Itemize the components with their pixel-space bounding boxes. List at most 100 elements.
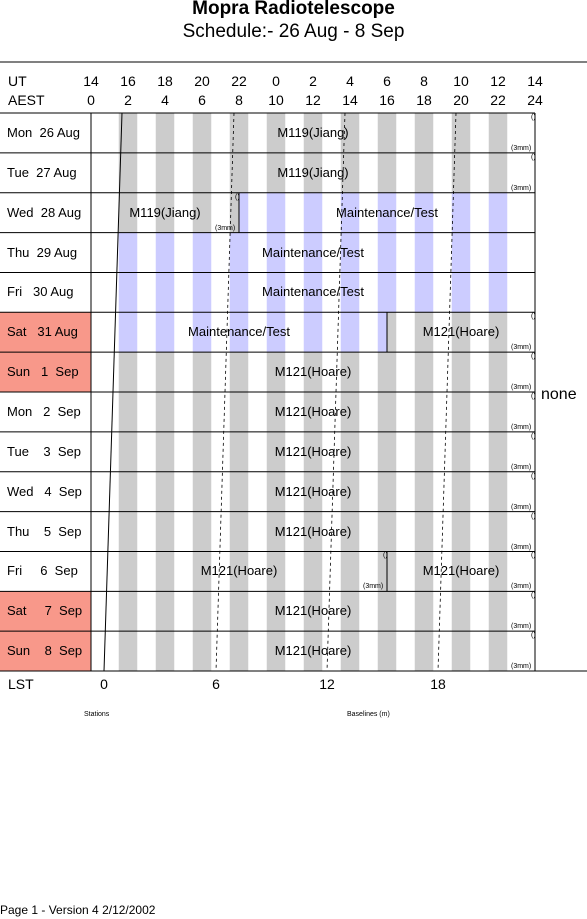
maintenance-band [266,312,286,353]
night-band [192,551,212,592]
night-band [303,152,323,193]
aest-tick: 18 [416,92,432,108]
ut-tick: 8 [420,73,428,89]
night-band [266,631,286,672]
freq-band-label: (3mm) [511,623,532,631]
freq-band-label: (3mm) [511,583,532,591]
program-label: M119(Jiang) [277,125,349,140]
weekend-day-cell [0,312,91,353]
freq-band-label: (3mm) [511,663,532,671]
maintenance-band [377,232,397,273]
maintenance-band [192,232,212,273]
night-band [414,113,434,153]
program-label: M121(Hoare) [274,523,352,539]
night-band [340,511,360,552]
ut-tick: 2 [309,73,317,89]
program-label: M121(Hoare) [274,443,352,459]
program-label: M121(Hoare) [422,563,500,579]
night-band [118,352,138,393]
maintenance-band [488,232,508,273]
night-band [414,352,434,393]
night-band [451,113,471,153]
night-band [340,352,360,393]
program-label: M119(Jiang) [129,204,201,220]
night-band [488,113,508,153]
night-band [229,471,249,512]
night-band [266,152,286,193]
night-band [192,152,212,193]
program-label: Maintenance/Test [262,284,364,300]
maintenance-band [451,232,471,273]
night-band [377,431,397,472]
night-band [488,392,508,432]
freq-marker: () [531,632,536,640]
maintenance-band [192,272,212,313]
day-label: Tue 27 Aug [7,164,77,180]
maintenance-band [239,192,249,233]
night-band [118,471,138,512]
program-label: M121(Hoare) [274,364,352,380]
weekend-day-cell [0,352,91,393]
night-band [118,551,138,592]
night-band [155,511,175,552]
night-band [229,631,249,672]
night-band [340,551,360,592]
night-band [303,392,323,432]
freq-marker: () [531,353,536,361]
weekend-day-cell [0,591,91,632]
maintenance-band [192,312,212,353]
day-label: Wed 4 Sep [7,483,82,499]
night-band [229,192,239,233]
night-band [118,392,138,432]
lst-tick: 0 [100,676,108,692]
night-band [266,591,286,632]
night-band [229,392,249,432]
aest-tick: 6 [198,92,206,108]
night-band [155,352,175,393]
night-band [192,431,212,472]
maintenance-band [303,272,323,313]
aest-tick: 2 [124,92,132,108]
night-band [414,591,434,632]
ut-axis-label: UT [8,73,27,89]
night-band [229,113,249,153]
maintenance-band [229,272,249,313]
night-band [303,511,323,552]
maintenance-band [118,272,138,313]
night-band [266,352,286,393]
ut-tick: 4 [346,73,354,89]
night-band [155,192,175,233]
night-band [155,152,175,193]
maintenance-band [266,232,286,273]
page-footer: Page 1 - Version 4 2/12/2002 [0,903,156,917]
freq-band-label: (3mm) [511,184,532,192]
freq-marker: () [531,552,536,560]
program-label: M121(Hoare) [274,603,352,619]
night-band [155,551,175,592]
night-band [192,511,212,552]
night-band [451,631,471,672]
night-band [488,511,508,552]
night-band [229,152,249,193]
night-band [118,631,138,672]
program-label: M119(Jiang) [277,164,349,180]
night-band [488,152,508,193]
night-band [155,471,175,512]
maintenance-band [266,272,286,313]
program-label: M121(Hoare) [274,483,352,499]
night-band [340,431,360,472]
page-title: Mopra Radiotelescope [192,0,395,19]
night-band [377,113,397,153]
maintenance-band [155,312,175,353]
night-band [229,352,249,393]
program-label: M121(Hoare) [200,563,278,579]
night-band [414,631,434,672]
lst-tick: 12 [319,676,335,692]
night-band [303,631,323,672]
night-band [155,392,175,432]
night-band [192,113,212,153]
ut-tick: 12 [490,73,506,89]
freq-band-label: (3mm) [511,424,532,432]
program-label: M121(Hoare) [274,404,352,420]
maintenance-band [451,192,471,233]
